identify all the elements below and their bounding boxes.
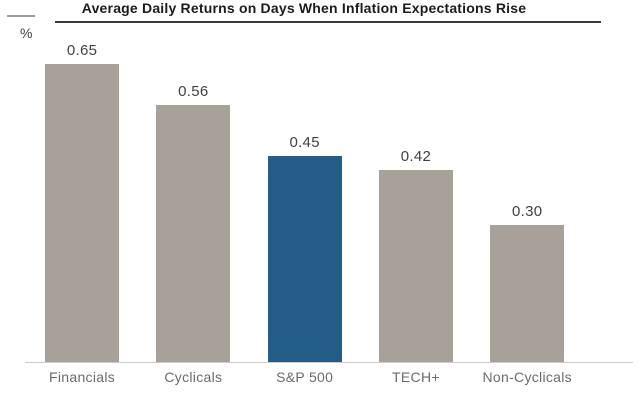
bar-column-tech-: 0.42 TECH+ <box>360 0 471 400</box>
category-label: TECH+ <box>392 369 440 385</box>
bar-column-non-cyclicals: 0.30 Non-Cyclicals <box>472 0 583 400</box>
bar-value-label: 0.65 <box>66 42 98 59</box>
bar-cyclicals <box>156 105 231 363</box>
category-label: Financials <box>49 369 116 385</box>
bar-value-label: 0.56 <box>178 83 209 101</box>
bar-column-financials: 0.65 Financials <box>26 0 137 400</box>
bar-value-label: 0.30 <box>512 203 543 220</box>
bar-value-label: 0.45 <box>289 134 320 151</box>
bar-s-p-500 <box>267 156 342 363</box>
y-axis-tick-dash <box>7 15 35 17</box>
x-axis-line <box>25 362 633 363</box>
chart-title-block: Average Daily Returns on Days When Infla… <box>55 0 601 23</box>
category-label: Cyclicals <box>164 369 223 385</box>
category-label: S&P 500 <box>276 369 334 385</box>
bar-non-cyclicals <box>490 225 565 363</box>
y-axis-unit-label: % <box>20 25 33 41</box>
bar-column-s-p-500: 0.45 S&P 500 <box>249 0 360 400</box>
category-label: Non-Cyclicals <box>482 369 572 385</box>
bar-column-cyclicals: 0.56 Cyclicals <box>138 0 249 400</box>
chart-title: Average Daily Returns on Days When Infla… <box>81 0 527 16</box>
bar-value-label: 0.42 <box>400 147 432 165</box>
bar-financials <box>45 64 120 363</box>
bar-tech- <box>378 169 453 363</box>
